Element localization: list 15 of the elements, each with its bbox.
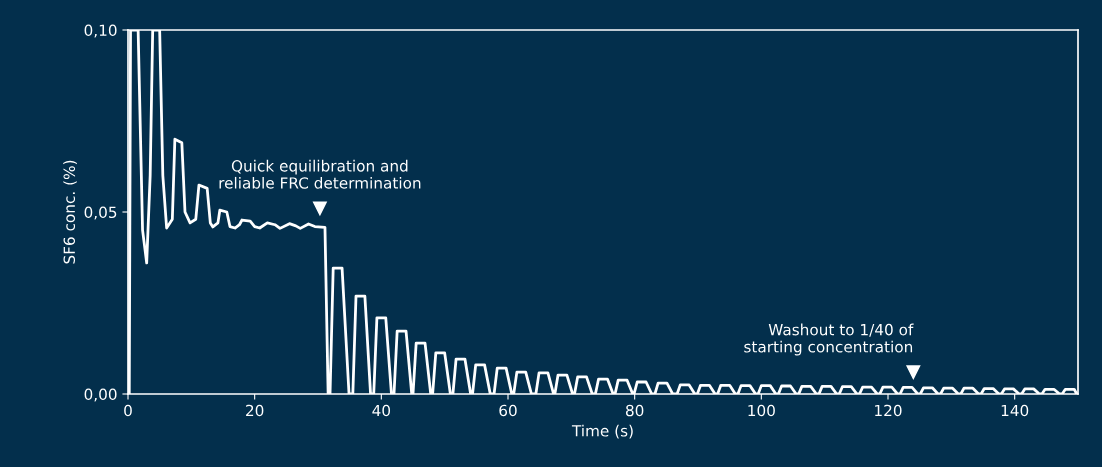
x-tick-label: 20 xyxy=(246,404,264,417)
x-tick-label: 100 xyxy=(748,404,775,417)
x-tick-label: 120 xyxy=(875,404,902,417)
x-tick-label: 140 xyxy=(1001,404,1029,417)
x-tick-label: 60 xyxy=(499,404,517,417)
x-tick-label: 0 xyxy=(124,404,132,417)
x-tick-label: 40 xyxy=(372,404,391,417)
y-tick-label: 0,05 xyxy=(84,206,117,220)
annotation: Quick equilibration and reliable FRC determination xyxy=(219,159,421,189)
x-axis-title: Time (s) xyxy=(571,424,633,439)
x-tick-label: 80 xyxy=(625,404,644,417)
y-tick-label: 0,10 xyxy=(84,24,117,38)
y-axis-title: SF6 conc. (%) xyxy=(63,160,77,264)
annotation: Washout to 1/40 of starting concentration xyxy=(744,323,914,356)
y-tick-label: 0,00 xyxy=(84,388,117,402)
